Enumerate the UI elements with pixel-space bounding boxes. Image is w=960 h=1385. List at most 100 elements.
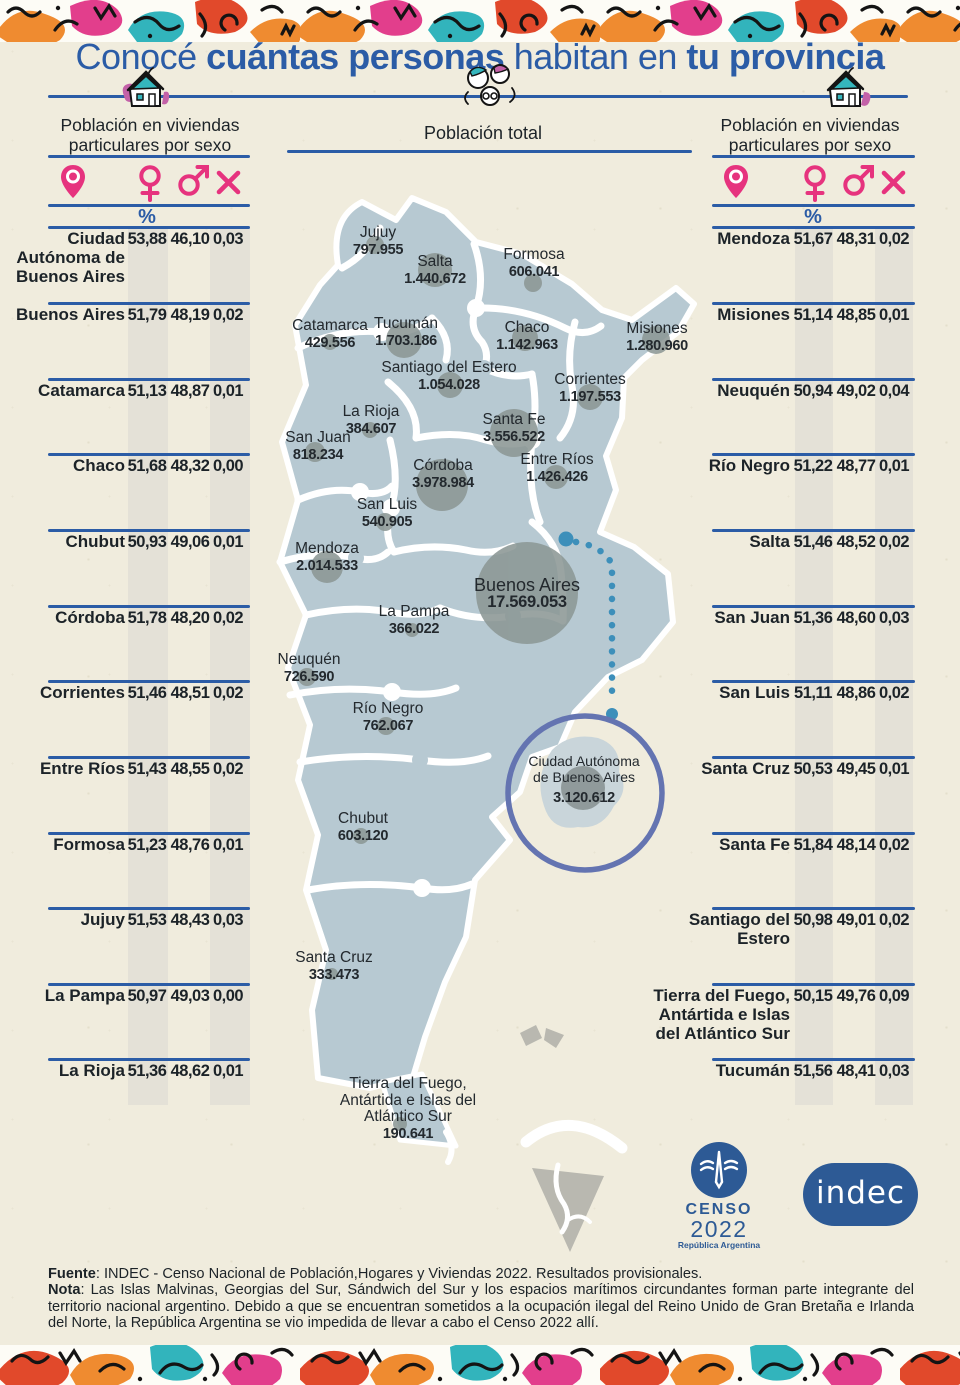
doodle-border-bottom [0,1345,960,1385]
male-pct: 49,06 [170,533,210,551]
argentina-map [276,195,697,1252]
male-pct: 49,02 [836,382,876,400]
province-name: Misiones [717,305,790,324]
table-row: Jujuy 51,53 48,43 0,03 [0,910,960,972]
censo-logo-subtitle: República Argentina [677,1240,761,1250]
female-pct: 50,53 [793,760,833,778]
x-pct: 0,03 [212,230,244,248]
caba-inset-label: Ciudad Autónoma de Buenos Aires 3.120.612 [528,753,640,806]
map-title: Población total [423,123,543,143]
table-row: San Luis 51,11 48,86 0,02 [0,683,960,745]
header-divider [48,95,908,98]
province-name: Formosa [53,835,125,854]
table-row: Chubut 50,93 49,06 0,01 [0,532,960,594]
nota-line: Nota: Las Islas Malvinas, Georgias del S… [48,1282,914,1331]
province-name: Entre Ríos [39,759,125,778]
table-row: Neuquén 50,94 49,02 0,04 [0,381,960,443]
female-pct: 51,14 [793,306,833,324]
rule [712,605,915,608]
female-pct: 50,93 [127,533,167,551]
rule [48,302,250,305]
map-label: Santiago del Estero 1.054.028 [381,359,517,393]
table-row: La Pampa 50,97 49,03 0,00 [0,986,960,1048]
rule [712,226,915,229]
rule [48,378,250,381]
map-label: La Rioja 384.607 [342,403,400,437]
country-shape [277,195,697,1091]
map-label: Jujuy 797.955 [352,224,404,258]
location-pin-icon [724,165,748,198]
female-pct: 51,84 [793,836,833,854]
female-column-stripe [795,228,833,1105]
female-pct: 51,43 [127,760,167,778]
rule [48,155,250,158]
rule [712,302,915,305]
province-name: Mendoza [717,229,790,248]
right-table-header: Población en viviendas particulares por … [720,115,900,155]
rule [48,529,250,532]
map-label: Chubut 603.120 [337,810,389,844]
island-arc [443,1129,455,1165]
percent-label: % [804,206,822,228]
table-row: Tierra del Fuego, Antártida e Islas del … [0,986,960,1048]
map-label: Mendoza 2.014.533 [295,540,359,574]
female-pct: 51,79 [127,306,167,324]
x-column-stripe [210,228,250,1105]
house-icon [122,67,170,107]
rule [712,204,915,207]
male-pct: 48,55 [170,760,210,778]
table-row: Santiago del Estero 50,98 49,01 0,02 [0,910,960,972]
table-row: Mendoza 51,67 48,31 0,02 [0,229,960,291]
table-row: Entre Ríos 51,43 48,55 0,02 [0,759,960,821]
table-row: Corrientes 51,46 48,51 0,02 [0,683,960,745]
female-pct: 50,94 [793,382,833,400]
x-pct: 0,02 [878,911,910,929]
footer-notes: Fuente: INDEC - Censo Nacional de Poblac… [48,1266,914,1331]
map-label: Tucumán 1.703.186 [373,315,439,349]
male-pct: 49,45 [836,760,876,778]
province-name: San Juan [714,608,790,627]
female-pct: 51,67 [793,230,833,248]
left-table-header: Población en viviendas particulares por … [60,115,240,155]
male-pct: 48,14 [836,836,876,854]
x-pct: 0,02 [878,230,910,248]
male-pct: 48,31 [836,230,876,248]
x-pct: 0,02 [878,684,910,702]
table-row: Misiones 51,14 48,85 0,01 [0,305,960,367]
female-pct: 51,36 [793,609,833,627]
male-pct: 49,01 [836,911,876,929]
population-bubbles [298,236,670,1131]
map-label: Chaco 1.142.963 [496,319,558,353]
female-pct: 51,78 [127,609,167,627]
x-pct: 0,00 [212,457,244,475]
table-row: Formosa 51,23 48,76 0,01 [0,835,960,897]
male-pct: 48,52 [836,533,876,551]
female-column-stripe [128,228,168,1105]
house-icon [826,67,871,107]
map-label: La Pampa 366.022 [378,603,450,637]
female-pct: 51,56 [793,1062,833,1080]
rule [48,1058,250,1061]
page-title: Conocé cuántas personas habitan en tu pr… [75,36,885,77]
female-pct: 51,68 [127,457,167,475]
rule [48,453,250,456]
map-label: Santa Fe 3.556.522 [482,411,546,445]
province-name: Buenos Aires [16,305,125,324]
female-pct: 51,46 [793,533,833,551]
female-pct: 50,15 [793,987,833,1005]
province-name: Santiago del Estero [688,910,790,948]
map-label: Salta 1.440.672 [404,253,466,287]
rule [48,605,250,608]
rule [712,756,915,759]
percent-label: % [138,206,156,228]
female-pct: 51,53 [127,911,167,929]
male-pct: 48,85 [836,306,876,324]
x-pct: 0,03 [878,1062,910,1080]
female-pct: 51,13 [127,382,167,400]
female-pct: 51,36 [127,1062,167,1080]
male-pct: 48,20 [170,609,210,627]
table-row: Salta 51,46 48,52 0,02 [0,532,960,594]
table-row: Ciudad Autónoma de Buenos Aires 53,88 46,1… [0,229,960,291]
rule [287,150,692,153]
